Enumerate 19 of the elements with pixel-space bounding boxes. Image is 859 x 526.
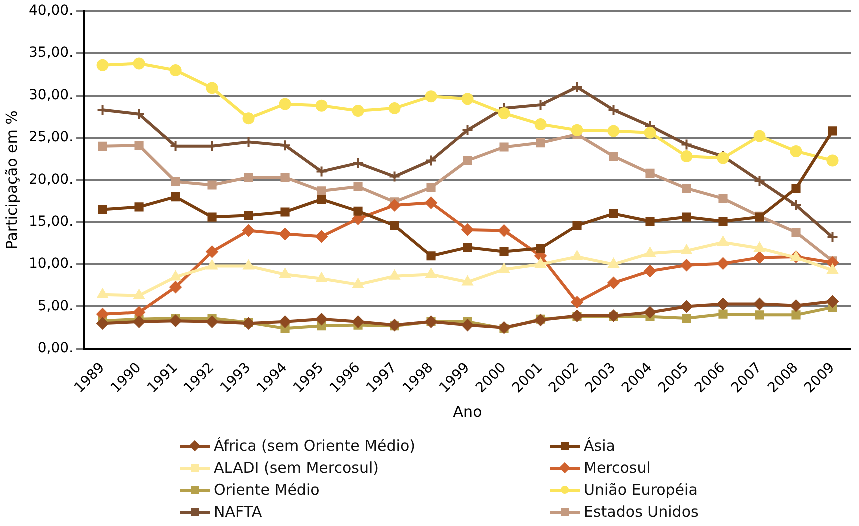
- legend-label: Estados Unidos: [584, 503, 699, 521]
- y-tick-label: 15,00.: [29, 214, 74, 230]
- legend-label: Oriente Médio: [214, 481, 320, 499]
- legend-label: ALADI (sem Mercosul): [214, 459, 380, 477]
- y-tick-label: 5,00.: [38, 298, 74, 314]
- y-tick-label: 25,00.: [29, 130, 74, 146]
- y-tick-label: 40,00.: [29, 3, 74, 20]
- y-tick-label: 10,00.: [29, 256, 74, 272]
- legend-label: Ásia: [584, 437, 616, 455]
- y-tick-label: 30,00.: [29, 87, 74, 104]
- legend-label: Mercosul: [584, 459, 651, 477]
- y-tick-label: 0,00.: [38, 340, 74, 357]
- legend-label: África (sem Oriente Médio): [214, 437, 416, 455]
- y-axis-title: Participação em %: [2, 110, 21, 250]
- y-tick-label: 20,00.: [29, 172, 74, 188]
- legend-label: União Européia: [584, 481, 698, 499]
- x-axis-title: Ano: [453, 402, 482, 421]
- legend-label: NAFTA: [214, 503, 262, 521]
- y-tick-label: 35,00.: [29, 45, 74, 62]
